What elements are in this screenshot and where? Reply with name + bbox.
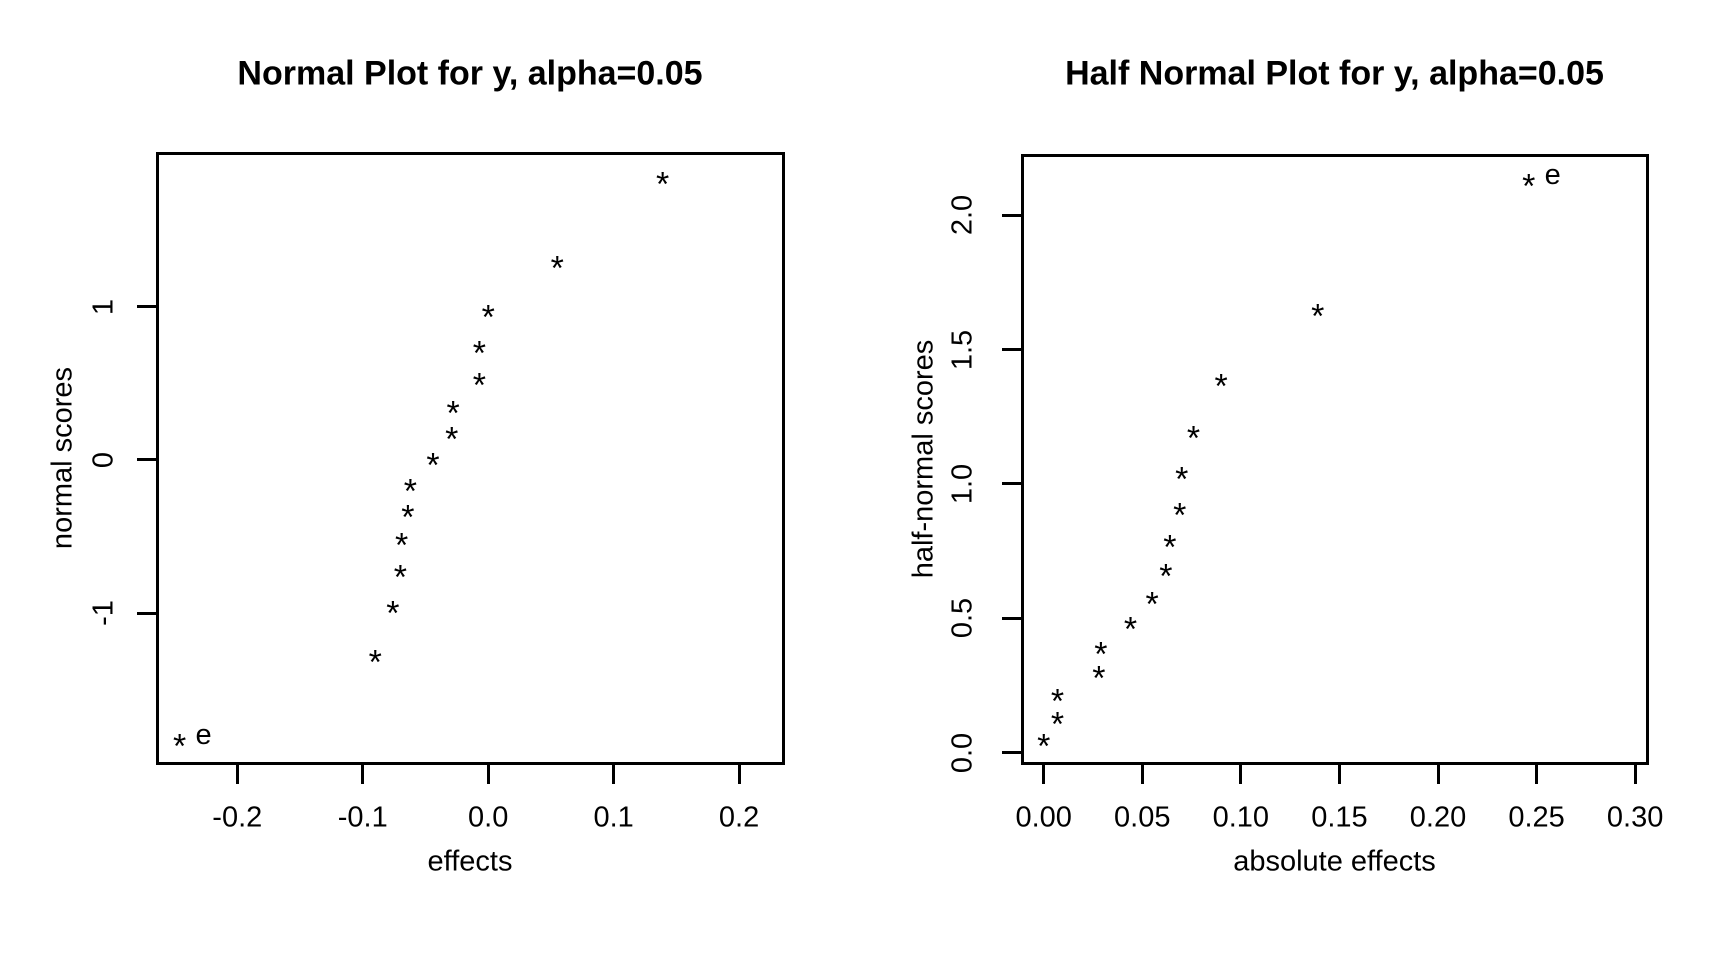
- y-tick-label: -1: [87, 600, 120, 627]
- x-tick-label: 0.10: [1212, 801, 1270, 834]
- data-point-marker: *: [1123, 610, 1138, 649]
- x-tick-mark: [361, 764, 365, 784]
- y-tick-mark: [1001, 616, 1021, 620]
- y-axis-label: normal scores: [46, 366, 79, 550]
- plot-title: Half Normal Plot for y, alpha=0.05: [1065, 54, 1604, 93]
- data-point-marker: *: [1159, 557, 1173, 596]
- x-tick-mark: [235, 764, 239, 784]
- data-point-marker: *: [472, 334, 487, 373]
- y-axis-label: half-normal scores: [907, 339, 940, 579]
- data-point-marker: *: [481, 298, 495, 337]
- y-tick-mark: [1001, 213, 1021, 217]
- y-tick-label: 0.0: [946, 732, 979, 773]
- data-point-marker: *: [655, 165, 670, 204]
- y-tick-mark: [136, 611, 156, 615]
- data-point-marker: *: [1522, 167, 1536, 206]
- y-tick-mark: [1001, 482, 1021, 486]
- y-tick-mark: [1001, 348, 1021, 352]
- data-point-marker: *: [445, 420, 459, 459]
- x-tick-mark: [1436, 764, 1440, 784]
- x-tick-mark: [1140, 764, 1144, 784]
- x-tick-label: 0.2: [718, 801, 760, 834]
- x-tick-mark: [737, 764, 741, 784]
- data-point-marker: *: [1175, 460, 1189, 499]
- data-point-marker: *: [1186, 418, 1201, 457]
- x-tick-label: -0.1: [337, 801, 388, 834]
- x-axis-label: absolute effects: [1233, 845, 1436, 878]
- data-point-marker: *: [1094, 635, 1108, 674]
- data-point-marker: *: [386, 594, 400, 633]
- y-tick-label: 1.0: [946, 463, 979, 505]
- data-point-marker: *: [401, 498, 415, 537]
- plot-box: [1020, 153, 1649, 765]
- data-point-label: e: [1544, 158, 1561, 191]
- x-tick-label: 0.0: [468, 801, 509, 834]
- plot-title: Normal Plot for y, alpha=0.05: [237, 54, 703, 93]
- data-point-marker: *: [172, 727, 187, 766]
- data-point-marker: *: [395, 526, 409, 565]
- data-point-marker: *: [550, 249, 564, 288]
- y-tick-label: 1.5: [946, 329, 979, 370]
- data-point-marker: *: [368, 643, 382, 682]
- y-tick-label: 0: [87, 451, 120, 469]
- y-tick-mark: [1001, 751, 1021, 755]
- x-tick-label: 0.25: [1508, 801, 1565, 834]
- data-point-label: e: [195, 719, 212, 752]
- x-tick-mark: [1337, 764, 1341, 784]
- x-tick-label: 0.15: [1311, 801, 1368, 834]
- data-point-marker: *: [1173, 496, 1187, 535]
- x-tick-mark: [1042, 764, 1046, 784]
- data-point-marker: *: [393, 558, 407, 597]
- data-point-marker: *: [1037, 727, 1051, 766]
- data-point-marker: *: [426, 446, 440, 485]
- data-point-marker: *: [1214, 367, 1228, 406]
- data-point-marker: *: [1163, 528, 1177, 567]
- y-tick-mark: [136, 458, 156, 462]
- y-tick-label: 1: [87, 298, 120, 315]
- x-tick-label: 0.20: [1409, 801, 1467, 834]
- data-point-marker: *: [446, 394, 460, 433]
- x-axis-label: effects: [427, 845, 513, 878]
- x-tick-mark: [1239, 764, 1243, 784]
- x-tick-mark: [486, 764, 490, 784]
- y-tick-label: 0.5: [946, 598, 979, 639]
- x-tick-label: -0.2: [212, 801, 263, 834]
- data-point-marker: *: [403, 472, 418, 511]
- x-tick-label: 0.00: [1015, 801, 1072, 834]
- data-point-marker: *: [1050, 705, 1065, 744]
- y-tick-label: 2.0: [946, 195, 979, 236]
- x-tick-label: 0.30: [1606, 801, 1664, 834]
- x-tick-mark: [1535, 764, 1539, 784]
- y-tick-mark: [136, 305, 156, 309]
- x-tick-label: 0.05: [1114, 801, 1171, 834]
- data-point-marker: *: [1311, 296, 1325, 335]
- plot-box: [155, 151, 785, 765]
- data-point-marker: *: [1050, 682, 1065, 721]
- data-point-marker: *: [1092, 659, 1106, 698]
- data-point-marker: *: [472, 366, 487, 405]
- x-tick-label: 0.1: [593, 801, 634, 834]
- x-tick-mark: [1633, 764, 1637, 784]
- x-tick-mark: [612, 764, 616, 784]
- data-point-marker: *: [1145, 585, 1159, 624]
